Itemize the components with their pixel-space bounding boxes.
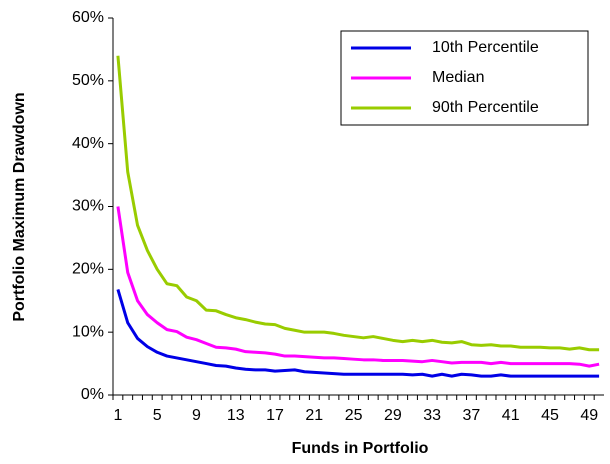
x-tick-label: 21 (305, 407, 323, 424)
y-axis-title: Portfolio Maximum Drawdown (11, 92, 28, 321)
y-tick-label: 0% (81, 386, 104, 403)
series-line (116, 289, 600, 378)
y-tick-label: 20% (72, 261, 104, 278)
x-tick-label: 41 (502, 407, 520, 424)
series-line (116, 206, 600, 368)
x-tick-label: 13 (227, 407, 245, 424)
legend-label: 10th Percentile (432, 39, 539, 56)
x-tick-label: 29 (384, 407, 402, 424)
y-tick-label: 10% (72, 323, 104, 340)
y-tick-label: 50% (72, 72, 104, 89)
x-tick-label: 17 (266, 407, 284, 424)
series-line (116, 55, 600, 352)
legend-label: 90th Percentile (432, 99, 539, 116)
x-tick-label: 49 (580, 407, 598, 424)
x-axis-title: Funds in Portfolio (292, 440, 429, 457)
x-tick-label: 5 (153, 407, 162, 424)
x-tick-label: 9 (192, 407, 201, 424)
x-tick-label: 1 (113, 407, 122, 424)
x-tick-label: 37 (463, 407, 481, 424)
y-tick-label: 40% (72, 135, 104, 152)
x-tick-label: 33 (423, 407, 441, 424)
x-tick-label: 25 (345, 407, 363, 424)
legend-label: Median (432, 69, 484, 86)
y-tick-label: 60% (72, 9, 104, 26)
y-tick-label: 30% (72, 198, 104, 215)
x-tick-label: 45 (541, 407, 559, 424)
